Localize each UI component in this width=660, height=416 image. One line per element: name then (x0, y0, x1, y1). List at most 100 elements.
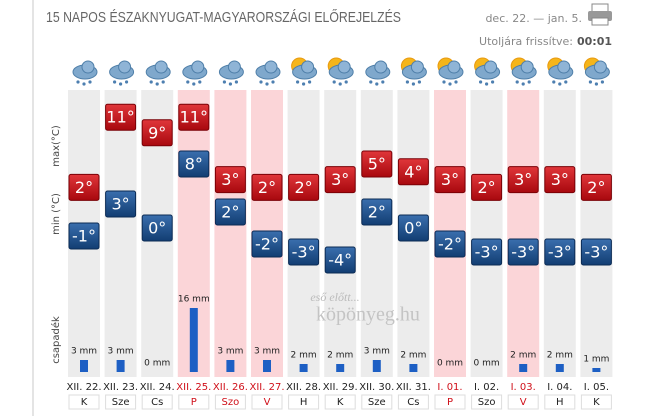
precip-bar (592, 368, 601, 372)
precip-dot (271, 80, 275, 84)
day-column (580, 90, 613, 377)
max-temp-text: 3° (221, 170, 239, 189)
day-text: Sze (112, 397, 130, 408)
title: 15 NAPOS ÉSZAKNYUGAT-MAGYARORSZÁGI ELŐRE… (46, 9, 401, 26)
updated-label: Utoljára frissítve: (479, 35, 573, 48)
max-temp-text: 2° (295, 178, 313, 197)
date-text: XII. 27. (249, 382, 284, 393)
precip-dot (369, 80, 373, 84)
day-column (214, 90, 247, 377)
precip-dot (155, 82, 159, 86)
min-temp-box (544, 238, 576, 266)
precip-text: 2 mm (510, 351, 536, 361)
day-text: Szo (222, 397, 240, 408)
min-temp-box (580, 238, 612, 266)
min-temp-text: -3° (548, 243, 572, 262)
min-temp-box (324, 246, 356, 274)
cloud-icon (81, 60, 95, 74)
precip-text: 2 mm (547, 351, 573, 361)
precip-dot (558, 82, 562, 86)
date-text: XII. 30. (359, 382, 394, 393)
precip-text: 2 mm (291, 351, 317, 361)
day-text: P (191, 397, 197, 408)
day-text: Sze (368, 397, 386, 408)
min-temp-box (361, 198, 393, 226)
day-cell (397, 394, 429, 410)
precip-dot (485, 82, 489, 86)
day-cell (141, 394, 173, 410)
day-cell (105, 394, 137, 410)
precip-dot (82, 82, 86, 86)
max-temp-box (361, 150, 393, 178)
day-column (470, 90, 503, 377)
min-temp-box (68, 222, 100, 250)
max-temp-box (178, 103, 210, 131)
date-text: I. 02. (474, 382, 499, 393)
precip-dot (564, 80, 568, 84)
min-temp-box (288, 238, 320, 266)
cloud-icon (264, 60, 278, 74)
min-temp-text: -3° (475, 243, 499, 262)
precip-dot (552, 80, 556, 84)
cloud-icon (154, 60, 168, 74)
precip-dot (588, 80, 593, 84)
min-temp-box (507, 238, 539, 266)
min-temp-text: -3° (511, 243, 535, 262)
precip-dot (332, 80, 336, 84)
precip-label: csapadék (50, 316, 62, 364)
precip-text: 3 mm (108, 347, 134, 357)
day-cell (214, 394, 246, 410)
print-icon[interactable] (588, 3, 612, 26)
max-temp-box (544, 166, 576, 194)
precip-dot (600, 80, 605, 84)
precip-dot (417, 80, 421, 84)
day-column (360, 90, 393, 377)
cloud-icon (301, 60, 315, 74)
precip-dot (88, 80, 92, 84)
min-temp-text: 0° (148, 219, 166, 238)
precip-dot (515, 80, 519, 84)
max-temp-text: 11° (106, 108, 134, 127)
cloud-icon (447, 60, 461, 74)
max-temp-box (68, 173, 100, 201)
day-cell (68, 394, 100, 410)
precip-dot (411, 82, 415, 86)
max-temp-text: 11° (180, 108, 208, 127)
precip-dot (119, 82, 123, 86)
max-temp-text: 5° (368, 155, 386, 174)
day-text: Szo (478, 397, 496, 408)
precip-bar (519, 364, 528, 372)
precip-bar (299, 364, 308, 372)
watermark-line1: eső előtt... (310, 290, 359, 304)
precip-dot (442, 80, 446, 84)
day-text: Cs (407, 397, 419, 408)
cloud-icon (410, 60, 424, 74)
day-column (324, 90, 357, 377)
day-cell (434, 394, 466, 410)
date-range: dec. 22. — jan. 5. (485, 12, 582, 25)
precip-text: 3 mm (217, 347, 243, 357)
max-temp-box (141, 119, 173, 147)
min-temp-text: 2° (368, 203, 386, 222)
precip-text: 16 mm (178, 295, 210, 305)
max-temp-text: 2° (258, 178, 276, 197)
cloud-icon (337, 60, 351, 74)
max-temp-text: 2° (75, 178, 93, 197)
day-column (104, 90, 137, 377)
max-temp-box (580, 173, 612, 201)
min-temp-box (251, 230, 283, 258)
min-temp-text: -2° (255, 235, 279, 254)
min-temp-text: -3° (292, 243, 316, 262)
cloud-icon (118, 60, 132, 74)
day-text: K (81, 397, 88, 408)
precip-text: 1 mm (583, 355, 609, 365)
min-temp-text: -2° (438, 235, 462, 254)
max-temp-box (251, 173, 283, 201)
precip-dot (76, 80, 80, 84)
max-temp-text: 4° (404, 162, 422, 181)
date-text: XII. 24. (140, 382, 175, 393)
day-text: V (264, 397, 271, 408)
precip-text: 3 mm (254, 347, 280, 357)
date-text: XII. 29. (323, 382, 358, 393)
